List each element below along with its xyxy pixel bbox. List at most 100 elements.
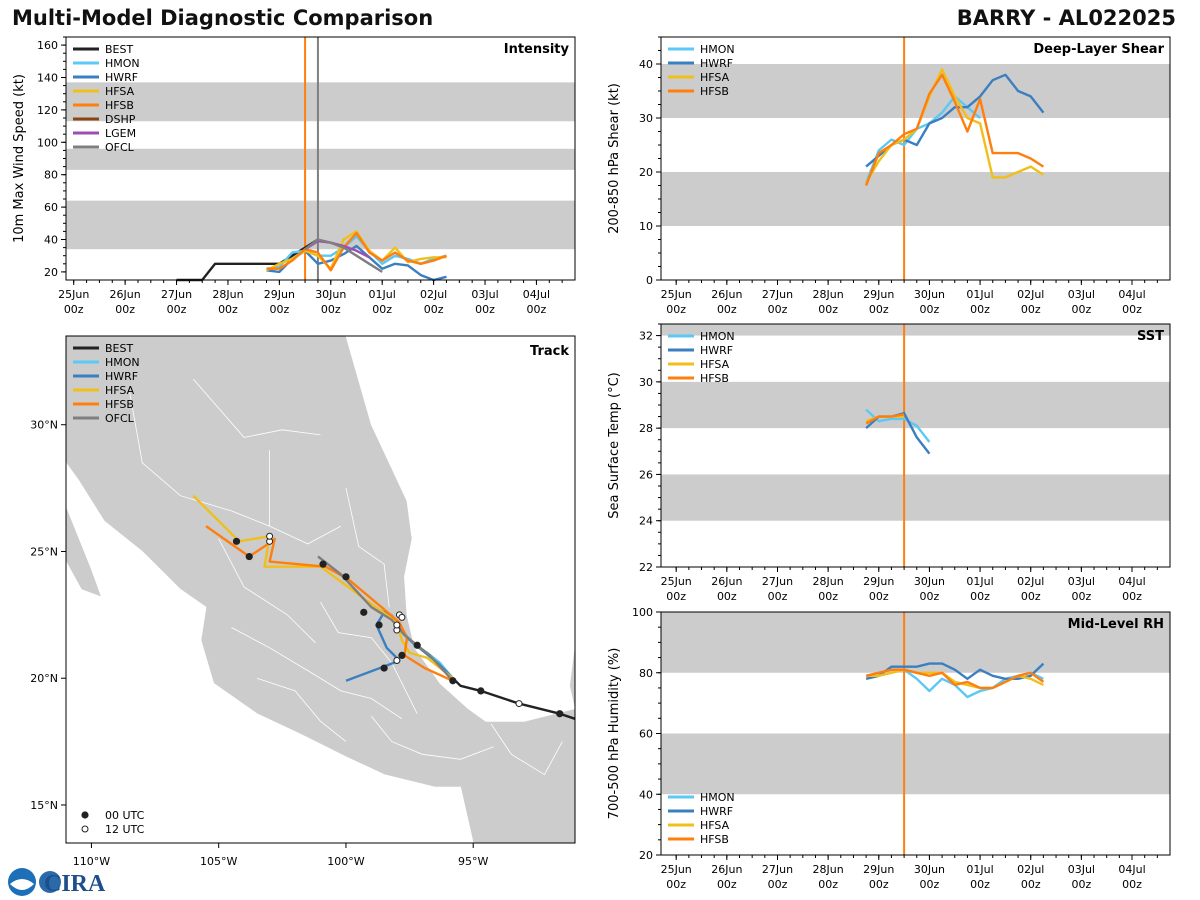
sst-legend-label-hwrf: HWRF <box>700 344 733 357</box>
track-frame <box>65 335 576 844</box>
rh-series-hfsb <box>865 668 1045 690</box>
shear-ytick-label: 0 <box>646 274 653 287</box>
rh-xtick-sublabel: 00z <box>818 878 838 891</box>
intensity-ylabel: 10m Max Wind Speed (kt) <box>12 74 27 243</box>
rh-band-0 <box>661 733 1170 795</box>
track-point-00utc <box>380 664 388 672</box>
sst-xtick-sublabel: 00z <box>970 590 990 603</box>
shear-ylabel: 200-850 hPa Shear (kt) <box>607 83 622 234</box>
shear-legend-label-hfsa: HFSA <box>700 71 730 84</box>
track-xtick-label: 110°W <box>73 855 110 868</box>
sst-ytick-label: 28 <box>639 422 653 435</box>
track-state-border <box>192 378 321 438</box>
intensity-xtick-sublabel: 00z <box>64 303 84 316</box>
intensity-legend-label-ofcl: OFCL <box>105 141 135 154</box>
sst-ytick-label: 22 <box>639 561 653 574</box>
sst-ytick-label: 30 <box>639 376 653 389</box>
cira-logo-text: CIRA <box>44 871 106 897</box>
shear-xtick-sublabel: 00z <box>768 303 788 316</box>
track-xtick-label: 105°W <box>200 855 237 868</box>
sst-band-0 <box>661 474 1170 521</box>
sst-xtick-sublabel: 00z <box>1021 590 1041 603</box>
sst-xtick-sublabel: 00z <box>768 590 788 603</box>
intensity-title: Intensity <box>504 42 570 57</box>
rh-xtick-sublabel: 00z <box>666 878 686 891</box>
shear-xtick-sublabel: 00z <box>970 303 990 316</box>
sst-xtick-sublabel: 00z <box>920 590 940 603</box>
intensity-xtick-label: 28Jun <box>212 288 243 301</box>
intensity-xtick-label: 30Jun <box>315 288 346 301</box>
rh-ytick-label: 20 <box>639 849 653 862</box>
shear-xtick-label: 27Jun <box>762 288 793 301</box>
shear-xtick-sublabel: 00z <box>1021 303 1041 316</box>
track-xtick-label: 95°W <box>458 855 488 868</box>
shear-band-0 <box>661 172 1170 226</box>
rh-ytick-label: 100 <box>632 606 653 619</box>
shear-xtick-sublabel: 00z <box>869 303 889 316</box>
track-panel: 110°W 105°W 100°W 95°W 15°N 20°N 25°N 30°N Track… <box>30 335 576 868</box>
shear-legend-label-hwrf: HWRF <box>700 57 733 70</box>
sst-panel: 22 24 26 28 30 32 25Jun 00z 26Jun 00z 27Jun 00z 28Ju… <box>607 323 1171 603</box>
shear-legend-label-hfsb: HFSB <box>700 85 729 98</box>
intensity-xtick-sublabel: 00z <box>424 303 444 316</box>
track-point-12utc <box>393 621 401 629</box>
shear-band-1 <box>661 64 1170 118</box>
shear-series-hfsb <box>864 73 1045 186</box>
sst-series-hfsb <box>865 413 905 425</box>
shear-xtick-sublabel: 00z <box>1122 303 1142 316</box>
rh-xtick-label: 29Jun <box>863 863 894 876</box>
shear-xtick-sublabel: 00z <box>666 303 686 316</box>
sst-ytick-label: 26 <box>639 468 653 481</box>
rh-xtick-sublabel: 00z <box>970 878 990 891</box>
intensity-xtick-label: 03Jul <box>471 288 498 301</box>
track-state-border <box>269 450 342 545</box>
rh-title: Mid-Level RH <box>1068 617 1164 632</box>
track-state-border <box>218 538 316 643</box>
rh-band-1 <box>661 612 1170 673</box>
shear-xtick-label: 28Jun <box>813 288 844 301</box>
shear-xtick-label: 03Jul <box>1068 288 1095 301</box>
intensity-xtick-sublabel: 00z <box>167 303 187 316</box>
sst-xtick-sublabel: 00z <box>666 590 686 603</box>
noaa-gull-icon <box>10 879 34 890</box>
intensity-xtick-sublabel: 00z <box>475 303 495 316</box>
intensity-legend-label-hfsb: HFSB <box>105 99 134 112</box>
rh-xtick-label: 26Jun <box>711 863 742 876</box>
shear-xtick-label: 26Jun <box>711 288 742 301</box>
track-state-border <box>320 601 418 714</box>
rh-xtick-sublabel: 00z <box>1122 878 1142 891</box>
intensity-ytick-label: 20 <box>44 266 58 279</box>
rh-legend-label-hfsb: HFSB <box>700 833 729 846</box>
shear-ytick-label: 10 <box>639 220 653 233</box>
shear-xtick-sublabel: 00z <box>717 303 737 316</box>
shear-panel: 0 10 20 30 40 25Jun 00z 26Jun 00z 27Jun 00z 28Jun 00… <box>607 36 1171 316</box>
intensity-legend-label-hmon: HMON <box>105 57 140 70</box>
shear-xtick-sublabel: 00z <box>1071 303 1091 316</box>
sst-legend-label-hfsb: HFSB <box>700 372 729 385</box>
track-series-ofcl <box>317 555 454 682</box>
track-point-00utc <box>375 621 383 629</box>
intensity-band-1 <box>66 148 575 170</box>
intensity-xtick-label: 01Jul <box>369 288 396 301</box>
sst-xtick-label: 27Jun <box>762 575 793 588</box>
intensity-legend-label-lgem: LGEM <box>105 127 136 140</box>
track-ytick-label: 20°N <box>30 672 58 685</box>
track-legend-marker-12utc <box>81 825 89 833</box>
rh-legend-label-hfsa: HFSA <box>700 819 730 832</box>
track-point-00utc <box>398 651 406 660</box>
intensity-ytick-label: 80 <box>44 169 58 182</box>
storm-id-title: BARRY - AL022025 <box>956 6 1176 30</box>
shear-ytick-label: 40 <box>639 58 653 71</box>
track-state-border <box>371 716 494 760</box>
intensity-ytick-label: 160 <box>37 39 58 52</box>
intensity-xtick-sublabel: 00z <box>372 303 392 316</box>
rh-xtick-label: 30Jun <box>914 863 945 876</box>
track-point-00utc <box>245 552 253 561</box>
rh-panel: 20 40 60 80 100 25Jun 00z 26Jun 00z 27Jun 00z 28Jun… <box>607 606 1171 891</box>
intensity-xtick-label: 25Jun <box>58 288 89 301</box>
track-point-12utc <box>515 700 523 708</box>
track-point-00utc <box>413 641 421 649</box>
shear-xtick-label: 01Jul <box>966 288 993 301</box>
track-legend-label-00utc: 00 UTC <box>105 809 145 822</box>
intensity-band-2 <box>66 82 575 122</box>
